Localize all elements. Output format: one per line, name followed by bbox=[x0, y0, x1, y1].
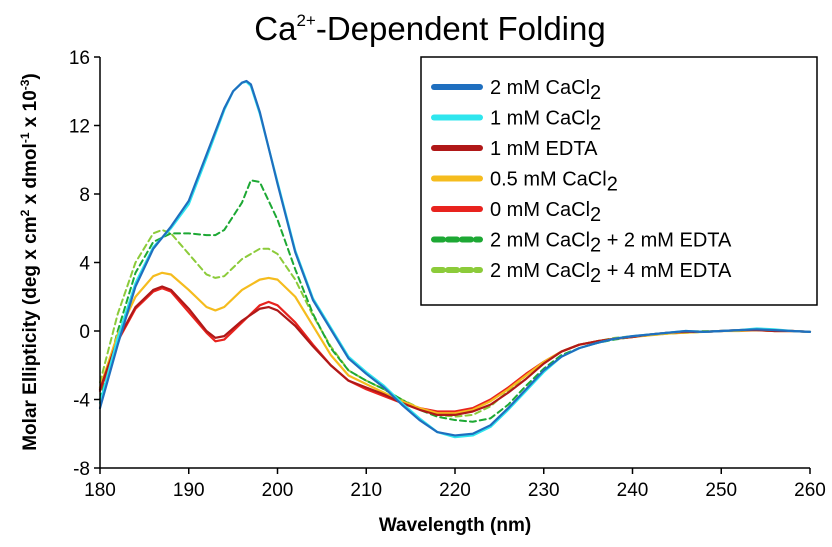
legend-label-text: 2 mM CaCl bbox=[490, 77, 590, 99]
x-tick-label: 210 bbox=[350, 480, 382, 501]
x-tick-label: 190 bbox=[173, 480, 205, 501]
y-axis-title: Molar Ellipticity (deg x cm2 x dmol-1 x … bbox=[18, 73, 41, 451]
chart-title-sup: 2+ bbox=[296, 11, 315, 30]
chart-title-rest: -Dependent Folding bbox=[316, 10, 606, 47]
legend-label-text: 0 mM CaCl bbox=[490, 199, 590, 221]
legend-label-7: 2 mM CaCl2 + 4 mM EDTA bbox=[490, 260, 732, 287]
y-axis-title-part: x 10 bbox=[20, 90, 41, 132]
y-axis-title-part: Molar Ellipticity (deg x cm bbox=[20, 216, 41, 450]
x-ticks: 180 190 200 210 220 230 240 250 260 bbox=[84, 468, 826, 501]
y-tick-label: -8 bbox=[73, 459, 90, 480]
legend-label-subscript: 2 bbox=[607, 174, 618, 196]
y-tick-label: -4 bbox=[73, 391, 90, 412]
y-axis-title-part: ) bbox=[20, 73, 41, 79]
legend-label-text: 2 mM CaCl bbox=[490, 230, 590, 252]
x-tick-label: 220 bbox=[439, 480, 471, 501]
legend-label-text: 0.5 mM CaCl bbox=[490, 169, 607, 191]
x-tick-label: 230 bbox=[528, 480, 560, 501]
legend-label-4: 0.5 mM CaCl2 bbox=[490, 169, 618, 196]
legend-label-3: 1 mM EDTA bbox=[490, 138, 598, 160]
y-ticks: -8 -4 0 4 8 12 16 bbox=[69, 48, 100, 480]
y-axis-title-part: 2 bbox=[18, 209, 32, 216]
legend-label-2: 1 mM CaCl2 bbox=[490, 108, 601, 135]
y-tick-label: 12 bbox=[69, 117, 90, 138]
y-axis-title-part: x dmol bbox=[20, 143, 41, 210]
legend-label-subscript: 2 bbox=[590, 204, 601, 226]
legend-label-text: 1 mM EDTA bbox=[490, 138, 598, 160]
y-tick-label: 16 bbox=[69, 48, 90, 69]
legend-label-subscript: 2 bbox=[590, 82, 601, 104]
plot-series bbox=[98, 79, 812, 439]
legend-label-subscript: 2 bbox=[590, 235, 601, 257]
legend-box bbox=[420, 56, 818, 306]
legend-label-text: 2 mM CaCl bbox=[490, 260, 590, 282]
x-tick-label: 250 bbox=[705, 480, 737, 501]
chart-title: Ca2+-Dependent Folding bbox=[254, 10, 605, 47]
x-tick-label: 260 bbox=[794, 480, 826, 501]
y-tick-label: 8 bbox=[79, 185, 90, 206]
x-tick-label: 200 bbox=[262, 480, 294, 501]
x-tick-label: 240 bbox=[617, 480, 649, 501]
y-tick-label: 0 bbox=[79, 322, 90, 343]
series-line-1 bbox=[98, 79, 812, 437]
legend-label-text: 1 mM CaCl bbox=[490, 108, 590, 130]
legend-label-suffix: + 4 mM EDTA bbox=[601, 260, 732, 282]
x-axis-title: Wavelength (nm) bbox=[379, 515, 531, 536]
y-tick-label: 4 bbox=[79, 254, 90, 275]
legend-label-subscript: 2 bbox=[590, 113, 601, 135]
legend-label-subscript: 2 bbox=[590, 265, 601, 287]
x-tick-label: 180 bbox=[84, 480, 116, 501]
y-axis-title-part: -3 bbox=[18, 79, 32, 90]
legend-label-suffix: + 2 mM EDTA bbox=[601, 230, 732, 252]
legend-label-5: 0 mM CaCl2 bbox=[490, 199, 601, 226]
legend-label-1: 2 mM CaCl2 bbox=[490, 77, 601, 104]
legend-label-6: 2 mM CaCl2 + 2 mM EDTA bbox=[490, 230, 732, 257]
y-axis-title-part: -1 bbox=[18, 132, 32, 143]
chart-title-base: Ca bbox=[254, 10, 297, 47]
